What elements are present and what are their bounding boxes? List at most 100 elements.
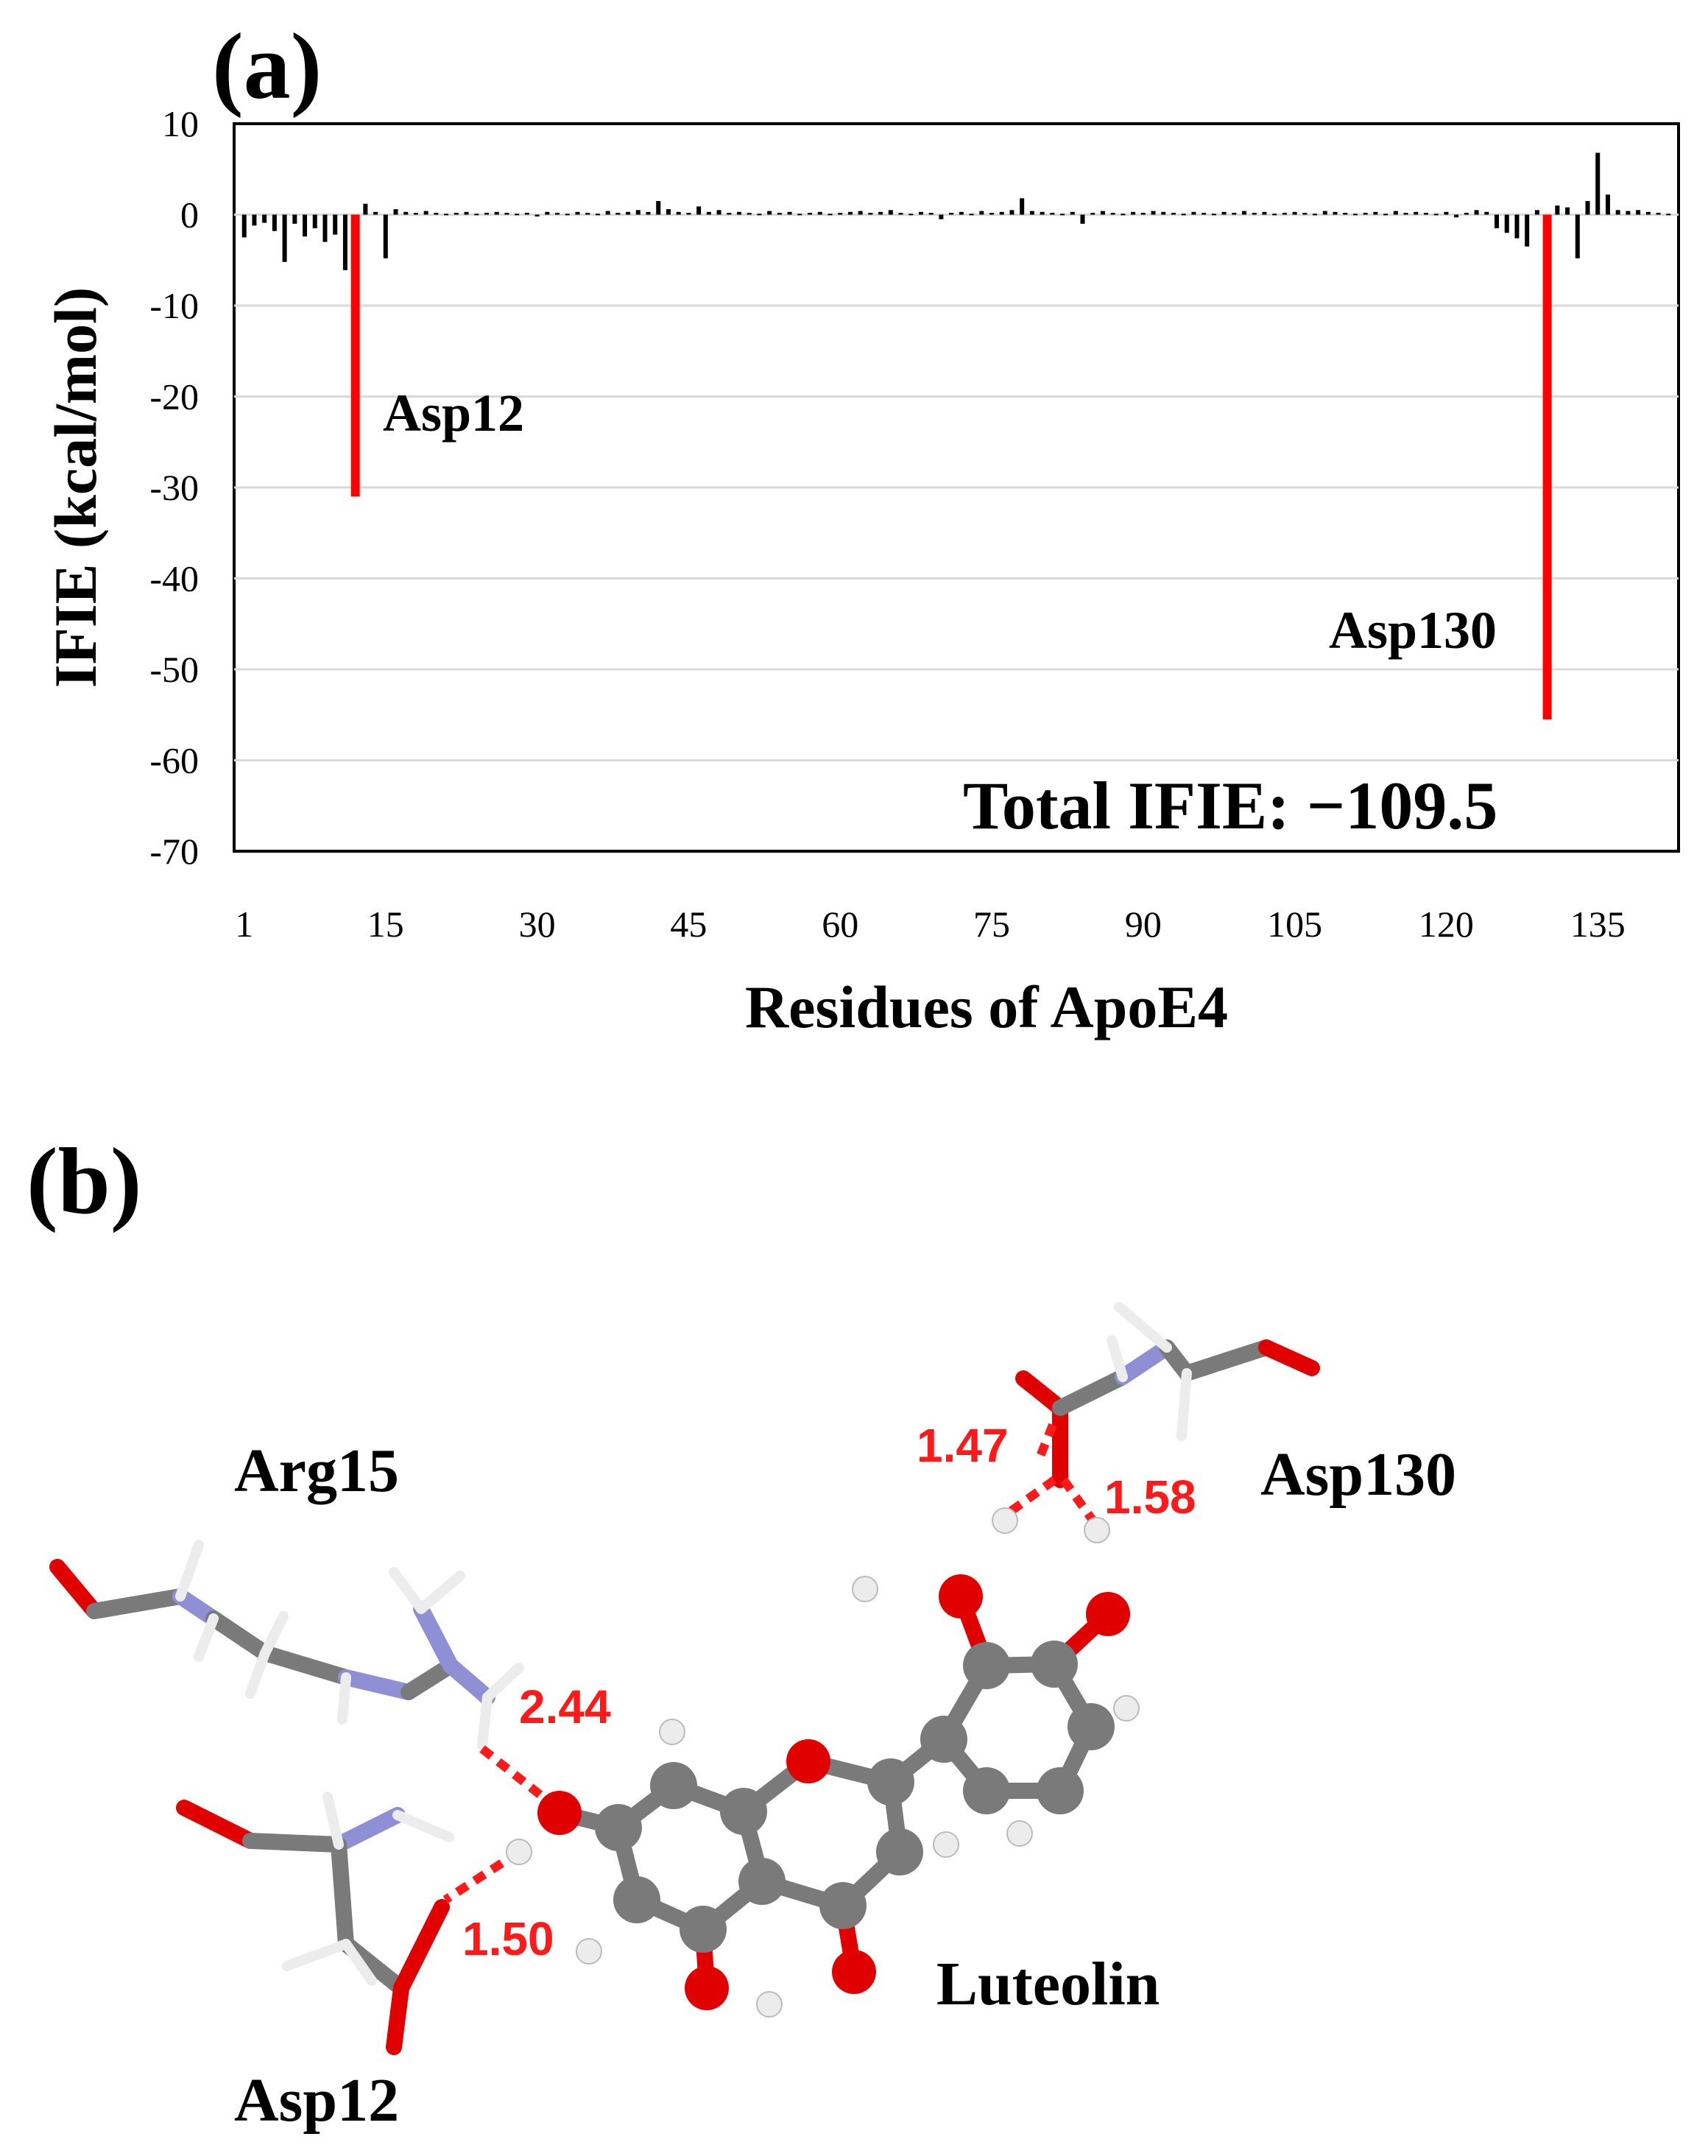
bar [898, 213, 903, 215]
bar [1171, 213, 1176, 215]
bar [333, 214, 338, 235]
bar [1151, 211, 1156, 215]
bar [716, 210, 721, 215]
bar [383, 214, 388, 258]
bar [1454, 214, 1459, 218]
bar [615, 213, 621, 215]
bars [241, 152, 1671, 719]
bar [1494, 214, 1500, 229]
bar [888, 210, 893, 215]
y-tick-label: -60 [149, 740, 199, 781]
bar [363, 203, 368, 215]
bar [686, 213, 691, 215]
y-tick-label: -50 [149, 649, 199, 690]
bar [292, 214, 297, 224]
bar [1070, 211, 1075, 215]
bar [595, 214, 600, 216]
bar [989, 213, 995, 215]
x-tick-labels: 1 15 30 45 60 75 90 105 120 135 [235, 903, 1626, 945]
bar [241, 214, 247, 238]
bar [575, 211, 580, 215]
y-tick-label: -40 [149, 558, 199, 599]
bar [1626, 211, 1631, 215]
bar [787, 211, 792, 215]
bar [817, 211, 822, 215]
grid-lines [234, 214, 1679, 761]
bar [1242, 211, 1247, 215]
bar [272, 214, 277, 231]
bar [939, 214, 944, 219]
hbond-1-50: 1.50 [462, 1912, 554, 1965]
bar [1211, 214, 1216, 216]
bar [1090, 213, 1095, 215]
bar [1352, 214, 1358, 216]
bar [676, 211, 681, 215]
bar [1252, 213, 1257, 215]
bar [252, 214, 257, 226]
bar [727, 213, 732, 215]
bar [1020, 198, 1025, 215]
bar [1615, 210, 1620, 215]
y-tick-label: -30 [149, 467, 199, 508]
x-axis-title: Residues of ApoE4 [745, 973, 1228, 1040]
ifie-bar-chart: 10 0 -10 -20 -30 -40 -50 -60 -70 1 15 30 45 60 75 90 10… [42, 103, 1680, 1040]
y-tick-label: -70 [149, 831, 199, 872]
bar-highlight [1542, 214, 1552, 719]
bar [423, 211, 428, 215]
bar [1080, 214, 1085, 224]
bar [868, 213, 873, 215]
bar [1514, 214, 1520, 239]
molecule-atoms [506, 1507, 1140, 2018]
bar [545, 211, 550, 215]
bar [847, 211, 853, 215]
bar [1645, 211, 1651, 215]
label-arg15: Arg15 [234, 1437, 399, 1505]
bar [908, 214, 914, 216]
bar [1343, 213, 1348, 215]
bar [1363, 213, 1368, 215]
bar [605, 211, 610, 215]
bar [737, 211, 742, 215]
bar [1060, 214, 1065, 216]
y-tick-label: 10 [162, 103, 199, 144]
y-tick-label: -20 [149, 376, 199, 418]
bar [1140, 213, 1146, 215]
hbond-1-58: 1.58 [1104, 1470, 1196, 1523]
bar [1110, 213, 1115, 215]
bar [454, 213, 459, 215]
bar [1605, 194, 1610, 215]
bar [827, 214, 833, 216]
bar [999, 211, 1004, 215]
bar [1636, 210, 1641, 215]
bar [1555, 205, 1560, 215]
x-tick-label: 135 [1570, 903, 1626, 945]
bar [1333, 211, 1338, 215]
panel-label-a: (a) [212, 14, 322, 119]
bar [1595, 152, 1601, 215]
bar [403, 211, 409, 215]
bar [1666, 214, 1671, 216]
bar [534, 214, 540, 216]
bar [1313, 214, 1318, 216]
bar [1484, 211, 1489, 215]
bar [979, 211, 984, 215]
bar [969, 214, 974, 216]
bar [515, 214, 520, 216]
x-tick-label: 105 [1267, 903, 1322, 945]
bar [1423, 213, 1428, 215]
bar [1525, 214, 1530, 247]
x-tick-label: 90 [1125, 903, 1162, 945]
bar [1373, 211, 1378, 215]
bar [1201, 213, 1207, 215]
bar [1029, 211, 1034, 215]
bar [464, 211, 469, 215]
bar [342, 214, 347, 270]
y-tick-label: -10 [149, 285, 199, 326]
bar [949, 213, 954, 215]
molecule-bonds [49, 1302, 1320, 2055]
bar [1585, 200, 1590, 215]
bar [1009, 210, 1014, 215]
x-tick-label: 1 [235, 903, 253, 945]
bar [373, 211, 378, 215]
bar [626, 211, 631, 215]
